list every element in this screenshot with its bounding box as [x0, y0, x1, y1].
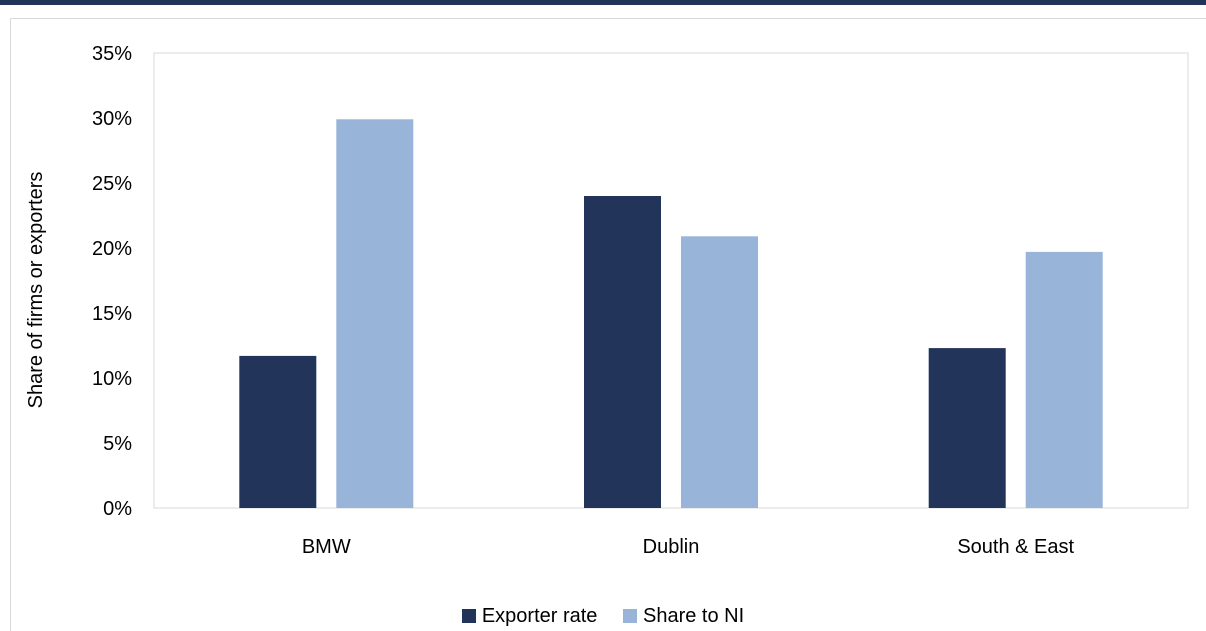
y-tick-label: 35%	[92, 43, 132, 65]
legend-swatch-share-to-ni	[623, 609, 637, 623]
legend-swatch-exporter-rate	[461, 609, 476, 623]
y-tick-label: 15%	[92, 303, 132, 325]
legend-label-share-to-ni: Share to NI	[643, 605, 745, 627]
chart-frame	[10, 18, 1206, 631]
y-axis-title: Share of firms or exporters	[25, 172, 47, 409]
y-tick-label: 10%	[92, 368, 132, 390]
y-tick-label: 30%	[92, 108, 132, 130]
legend: Exporter rate Share to NI	[0, 604, 1206, 628]
x-tick-label: BMW	[302, 536, 351, 558]
plot-area	[153, 52, 1189, 509]
top-rule	[0, 0, 1206, 5]
y-tick-label: 5%	[103, 433, 132, 455]
bar-bmw-exporter-rate	[239, 355, 317, 508]
y-tick-labels: 0% 5% 10% 15% 20% 25% 30% 35%	[92, 43, 132, 520]
y-tick-label: 20%	[92, 238, 132, 260]
legend-label-exporter-rate: Exporter rate	[481, 605, 598, 627]
y-tick-label: 25%	[92, 173, 132, 195]
bar-dublin-exporter-rate	[584, 196, 661, 508]
bar-bmw-share-to-ni	[336, 119, 414, 509]
bar-south-east-share-to-ni	[1025, 251, 1103, 508]
legend-item-share-to-ni: Share to NI	[623, 604, 744, 628]
x-tick-label: Dublin	[643, 536, 700, 558]
y-tick-label: 0%	[103, 498, 132, 520]
bar-dublin-share-to-ni	[681, 236, 758, 509]
bars	[239, 119, 1103, 509]
legend-item-exporter-rate: Exporter rate	[461, 604, 598, 628]
bar-south-east-exporter-rate	[928, 348, 1006, 508]
x-tick-label: South & East	[957, 536, 1074, 558]
x-tick-labels: BMW Dublin South & East	[302, 536, 1075, 558]
